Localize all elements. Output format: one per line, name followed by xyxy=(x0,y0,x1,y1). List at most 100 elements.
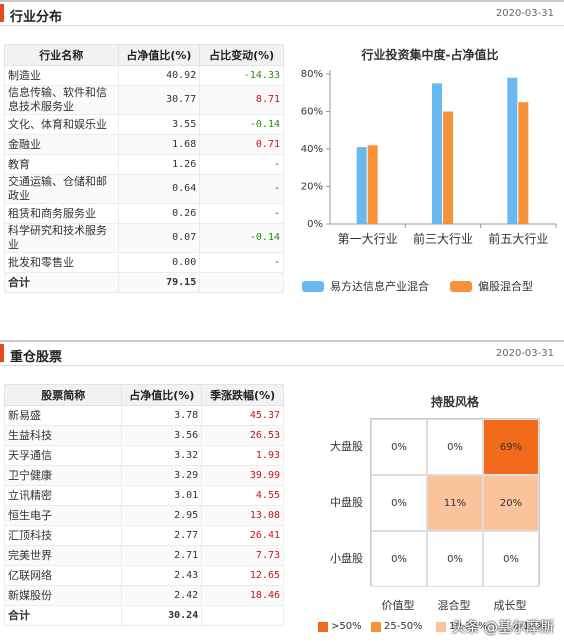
stock-change: 39.99 xyxy=(201,465,284,486)
col-header-change: 占比变动(%) xyxy=(199,44,284,66)
col-header-quarter-change: 季涨跌幅(%) xyxy=(201,384,284,406)
holdings-table: 股票简称 占净值比(%) 季涨跌幅(%) 新易盛 3.78 45.37 生益科技 3.5… xyxy=(3,384,284,626)
industry-ratio: 0.00 xyxy=(117,252,201,273)
y-tick-label: 0% xyxy=(307,219,323,230)
industry-ratio: 1.26 xyxy=(117,154,201,175)
legend-label: 偏股混合型 xyxy=(478,280,533,293)
stock-name[interactable]: 天孚通信 xyxy=(3,445,123,466)
style-legend-label: >50% xyxy=(331,621,362,632)
holdings-section-header: 重仓股票 2020-03-31 xyxy=(0,340,564,366)
style-cell: 20% xyxy=(483,475,539,531)
style-cell: 0% xyxy=(371,419,427,475)
industry-row: 科学研究和技术服务业 0.07 -0.14 xyxy=(4,223,284,253)
x-tick-label: 前三大行业 xyxy=(413,231,473,246)
y-tick-label: 40% xyxy=(301,144,323,155)
holding-row: 汇顶科技 2.77 26.41 xyxy=(3,525,284,546)
y-tick-label: 60% xyxy=(301,107,323,118)
holding-row: 亿联网络 2.43 12.65 xyxy=(3,565,284,586)
col-header-industry-name: 行业名称 xyxy=(4,44,119,66)
style-cell: 11% xyxy=(427,475,483,531)
industry-change: 8.71 xyxy=(199,85,284,115)
stock-name[interactable]: 新媒股份 xyxy=(3,585,123,606)
col-header-stock-ratio: 占净值比(%) xyxy=(121,384,203,406)
industry-name: 金融业 xyxy=(4,134,119,155)
industry-ratio: 3.55 xyxy=(117,114,201,135)
style-legend-item: 25-50% xyxy=(371,621,423,632)
style-legend-label: 25-50% xyxy=(384,621,423,632)
style-box-grid: 0% 0% 69% 0% 11% 20% 0% 0% 0% xyxy=(370,418,540,587)
holdings-section-title: 重仓股票 xyxy=(10,350,63,365)
style-cell: 0% xyxy=(371,475,427,531)
industry-change: -0.14 xyxy=(199,114,284,135)
industry-row: 金融业 1.68 0.71 xyxy=(4,134,284,155)
bar-fund xyxy=(507,77,518,224)
bar-category-avg xyxy=(367,145,378,224)
watermark: 头条 @基尔摩斯 xyxy=(451,620,554,636)
industry-change: 0.71 xyxy=(199,134,284,155)
x-tick-label: 第一大行业 xyxy=(338,232,398,246)
stock-name[interactable]: 汇顶科技 xyxy=(3,525,123,546)
style-legend-swatch xyxy=(436,621,446,632)
style-row-label: 中盘股 xyxy=(330,496,363,509)
industry-change: - xyxy=(199,174,284,204)
stock-ratio: 2.71 xyxy=(121,545,203,566)
style-col-label: 混合型 xyxy=(437,599,471,612)
legend-item[interactable]: 易方达信息产业混合 xyxy=(302,278,429,294)
stock-change: 26.41 xyxy=(201,525,284,546)
col-header-stock-name: 股票简称 xyxy=(3,384,123,406)
stock-ratio: 3.56 xyxy=(121,425,203,446)
stock-change: 26.53 xyxy=(201,425,284,446)
bar-fund xyxy=(356,147,367,224)
style-col-label: 成长型 xyxy=(493,599,527,612)
style-legend-swatch xyxy=(500,621,510,632)
stock-name[interactable]: 恒生电子 xyxy=(3,505,123,526)
industry-ratio: 1.68 xyxy=(117,134,201,155)
holding-row: 生益科技 3.56 26.53 xyxy=(3,425,284,446)
holdings-section-date: 2020-03-31 xyxy=(495,348,554,359)
stock-name[interactable]: 立讯精密 xyxy=(3,485,123,506)
holdings-total-row: 合计 30.24 xyxy=(3,605,284,626)
total-label: 合计 xyxy=(4,272,119,293)
total-value: 79.15 xyxy=(117,272,201,293)
stock-name[interactable]: 新易盛 xyxy=(3,405,123,426)
chart-title: 行业投资集中度-占净值比 xyxy=(361,48,499,62)
stock-change: 45.37 xyxy=(201,405,284,426)
holding-row: 天孚通信 3.32 1.93 xyxy=(3,445,284,466)
bar-fund xyxy=(432,83,442,224)
stock-ratio: 3.01 xyxy=(121,485,203,506)
holding-row: 新媒股份 2.42 18.46 xyxy=(3,585,284,606)
stock-name[interactable]: 完美世界 xyxy=(3,545,123,566)
stock-change: 7.73 xyxy=(201,545,284,566)
style-box-title: 持股风格 xyxy=(430,395,479,409)
stock-name[interactable]: 亿联网络 xyxy=(3,565,123,586)
holding-row: 完美世界 2.71 7.73 xyxy=(3,545,284,566)
section-accent xyxy=(0,4,4,22)
holding-row: 新易盛 3.78 45.37 xyxy=(3,405,284,426)
industry-ratio: 40.92 xyxy=(117,65,201,86)
stock-change: 18.46 xyxy=(201,585,284,606)
industry-row: 教育 1.26- xyxy=(4,154,284,175)
industry-change: -0.14 xyxy=(199,223,284,253)
industry-row: 交通运输、仓储和邮政业 0.64- xyxy=(4,174,284,204)
y-tick-label: 80% xyxy=(301,69,323,80)
stock-ratio: 2.43 xyxy=(121,565,203,586)
holding-row: 恒生电子 2.95 13.08 xyxy=(3,505,284,526)
industry-name: 信息传输、软件和信息技术服务业 xyxy=(4,85,119,115)
stock-name[interactable]: 卫宁健康 xyxy=(3,465,123,486)
industry-name: 科学研究和技术服务业 xyxy=(4,223,119,253)
style-row-label: 小盘股 xyxy=(330,552,363,565)
industry-name: 批发和零售业 xyxy=(4,252,119,273)
industry-name: 交通运输、仓储和邮政业 xyxy=(4,174,119,204)
industry-row: 租赁和商务服务业 0.26- xyxy=(4,203,284,224)
industry-section-header: 行业分布 2020-03-31 xyxy=(0,0,564,26)
style-cell: 0% xyxy=(371,531,427,587)
industry-table: 行业名称 占净值比(%) 占比变动(%) 制造业 40.92 -14.33 信息传输、… xyxy=(4,44,284,293)
industry-ratio: 0.07 xyxy=(117,223,201,253)
industry-change: -14.33 xyxy=(199,65,284,86)
stock-name[interactable]: 生益科技 xyxy=(3,425,123,446)
industry-ratio: 0.26 xyxy=(117,203,201,224)
style-legend-item: 0-10% xyxy=(500,621,545,632)
legend-item[interactable]: 偏股混合型 xyxy=(450,278,533,294)
industry-change: - xyxy=(199,154,284,175)
bar-category-avg xyxy=(443,111,453,224)
